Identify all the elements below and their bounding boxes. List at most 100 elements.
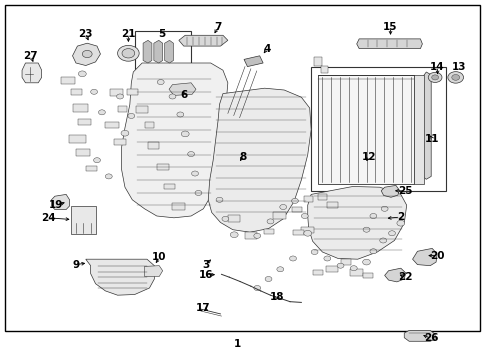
Text: 25: 25 — [398, 186, 413, 196]
Circle shape — [350, 266, 357, 271]
Polygon shape — [357, 39, 422, 49]
Polygon shape — [86, 259, 154, 295]
Circle shape — [192, 171, 198, 176]
Bar — [273, 212, 286, 219]
Circle shape — [181, 131, 189, 137]
Bar — [114, 139, 126, 145]
Bar — [127, 89, 138, 95]
Text: 4: 4 — [263, 44, 271, 54]
Text: 23: 23 — [78, 29, 93, 39]
Polygon shape — [404, 330, 435, 341]
Circle shape — [452, 75, 460, 80]
Circle shape — [216, 197, 223, 202]
Bar — [61, 77, 75, 84]
Bar — [78, 119, 91, 125]
Polygon shape — [165, 40, 173, 63]
Bar — [327, 202, 338, 208]
Circle shape — [301, 213, 308, 219]
Polygon shape — [413, 248, 437, 266]
Text: 16: 16 — [198, 270, 213, 280]
Bar — [311, 67, 446, 191]
Bar — [326, 266, 338, 272]
Bar — [105, 122, 119, 128]
Circle shape — [380, 238, 387, 243]
Bar — [69, 135, 86, 143]
Bar — [148, 142, 159, 149]
Polygon shape — [169, 83, 196, 95]
Text: 9: 9 — [73, 260, 79, 270]
Bar — [321, 66, 328, 73]
Circle shape — [290, 256, 296, 261]
Text: 21: 21 — [121, 29, 136, 39]
Polygon shape — [73, 43, 100, 66]
Text: 14: 14 — [430, 62, 445, 72]
Circle shape — [98, 110, 105, 115]
Circle shape — [311, 249, 318, 255]
Circle shape — [254, 233, 261, 238]
Bar — [86, 166, 97, 171]
Circle shape — [337, 263, 344, 268]
Bar — [313, 270, 323, 275]
Circle shape — [448, 72, 464, 83]
Circle shape — [121, 130, 129, 136]
Polygon shape — [154, 40, 163, 63]
Bar — [414, 75, 424, 184]
Circle shape — [265, 276, 272, 282]
Circle shape — [195, 190, 202, 195]
Circle shape — [117, 94, 123, 99]
Circle shape — [177, 112, 184, 117]
Bar — [301, 227, 314, 233]
Bar — [341, 259, 351, 265]
Bar — [76, 149, 90, 156]
Text: 12: 12 — [362, 152, 376, 162]
Polygon shape — [22, 63, 42, 83]
Circle shape — [324, 256, 331, 261]
Circle shape — [169, 94, 176, 99]
Text: 26: 26 — [424, 333, 439, 343]
Polygon shape — [122, 63, 228, 218]
Bar — [318, 75, 414, 184]
Circle shape — [105, 174, 112, 179]
Circle shape — [292, 198, 298, 203]
Circle shape — [428, 72, 442, 82]
Polygon shape — [422, 72, 431, 179]
Circle shape — [94, 158, 100, 163]
Circle shape — [188, 152, 195, 157]
Circle shape — [304, 230, 312, 236]
Bar — [71, 89, 82, 95]
Polygon shape — [143, 40, 152, 63]
Polygon shape — [385, 268, 406, 282]
Polygon shape — [308, 186, 407, 259]
Bar — [145, 122, 154, 128]
Bar — [110, 89, 122, 96]
Text: 8: 8 — [239, 152, 246, 162]
Bar — [292, 207, 302, 212]
Circle shape — [363, 259, 370, 265]
Bar — [73, 104, 88, 112]
Bar — [135, 31, 191, 85]
Circle shape — [432, 75, 439, 80]
Polygon shape — [208, 88, 311, 232]
Text: 24: 24 — [41, 213, 55, 223]
Text: 5: 5 — [158, 29, 165, 39]
Text: 22: 22 — [398, 272, 413, 282]
Circle shape — [122, 49, 135, 58]
Text: 27: 27 — [24, 51, 38, 61]
Text: 13: 13 — [452, 62, 466, 72]
Text: 2: 2 — [397, 212, 404, 222]
Circle shape — [78, 71, 86, 77]
Circle shape — [91, 89, 98, 94]
Bar — [172, 203, 185, 210]
Text: 11: 11 — [425, 134, 440, 144]
Bar — [314, 57, 322, 66]
Text: 15: 15 — [383, 22, 398, 32]
Circle shape — [389, 231, 395, 236]
Polygon shape — [51, 194, 70, 210]
Circle shape — [381, 206, 388, 211]
Text: 1: 1 — [234, 339, 241, 349]
Polygon shape — [244, 56, 263, 67]
Circle shape — [370, 249, 377, 254]
Circle shape — [128, 113, 135, 118]
Circle shape — [254, 285, 261, 291]
Circle shape — [280, 204, 287, 210]
